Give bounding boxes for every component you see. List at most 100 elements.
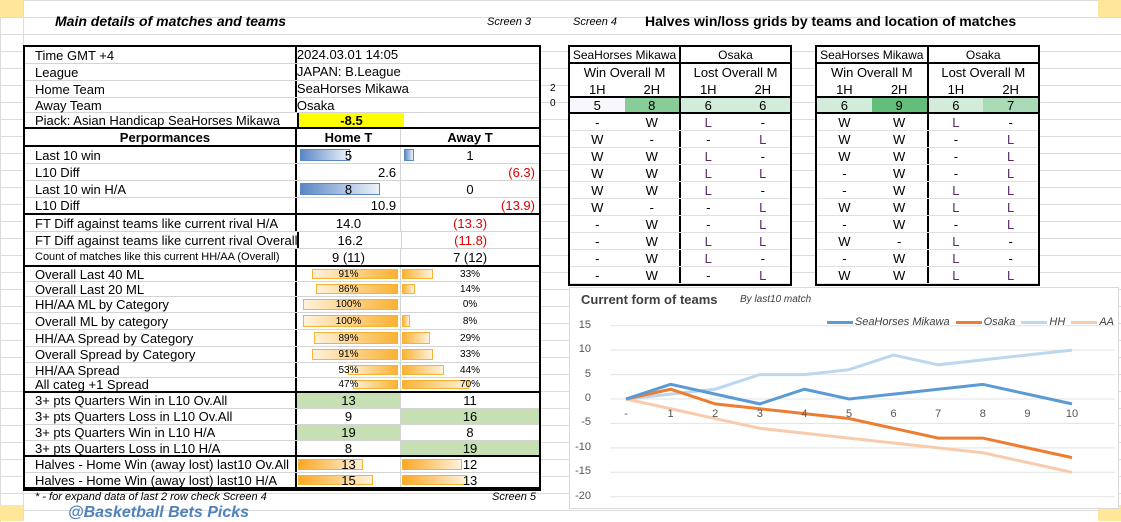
half-result: L xyxy=(1007,149,1015,164)
match-row: -W-L xyxy=(570,267,790,284)
half-result: W xyxy=(872,182,929,198)
half-result: L xyxy=(952,251,960,266)
selected-cell[interactable] xyxy=(0,0,23,17)
percent-bar xyxy=(402,315,410,327)
info-value[interactable]: SeaHorses Mikawa xyxy=(296,81,409,96)
home-value-cell: 86% xyxy=(297,282,402,296)
match-row: W--L xyxy=(570,199,790,216)
half-result: - xyxy=(1008,251,1013,266)
away-value: 29% xyxy=(460,332,481,344)
half-result: - xyxy=(625,199,681,215)
legend-swatch xyxy=(826,320,853,324)
table-row: 3+ pts Quarters Win in L10 H/A 19 8 xyxy=(25,425,539,441)
away-value: (11.8) xyxy=(454,232,488,248)
percent-bar xyxy=(402,365,444,375)
win-count-bar xyxy=(299,149,350,161)
table-row: Overall Last 20 ML 86% 14% xyxy=(25,282,539,297)
legend-swatch xyxy=(1021,320,1048,324)
half-result: W xyxy=(625,250,681,266)
halves-grid-location: SeaHorses Mikawa Osaka Win Overall M Lost O… xyxy=(815,45,1040,286)
lost-overall-header: Lost Overall M xyxy=(941,65,1026,80)
y-tick-label: 5 xyxy=(584,367,591,380)
info-label: Time GMT +4 xyxy=(25,47,297,63)
table-row: FT Diff against teams like current rival… xyxy=(25,232,539,249)
percent-bar xyxy=(313,332,399,344)
home-value-cell: 91% xyxy=(297,347,402,362)
row-label: 3+ pts Quarters Loss in L10 Ov.All xyxy=(25,409,297,424)
away-value: 16 xyxy=(462,409,478,424)
info-value[interactable]: Osaka xyxy=(296,98,335,113)
table-row: Last 10 win 5 1 xyxy=(25,147,539,164)
half-result: - xyxy=(706,268,711,283)
info-value[interactable]: JAPAN: B.League xyxy=(296,64,401,79)
x-tick-label: 5 xyxy=(845,408,853,420)
away-value: (13.3) xyxy=(453,215,488,231)
away-value: 0% xyxy=(462,299,478,310)
half-result: L xyxy=(1007,268,1015,283)
percent-bar xyxy=(402,475,468,485)
halves-grid-overall: SeaHorses Mikawa Osaka Win Overall M Lost O… xyxy=(568,45,792,286)
half-result: W xyxy=(872,114,929,130)
row-label: Halves - Home Win (away lost) last10 H/A xyxy=(25,473,297,488)
row-label: FT Diff against teams like current rival… xyxy=(25,232,299,248)
table-row: Last 10 win H/A 8 0 xyxy=(25,181,539,198)
win-overall-header: Win Overall M xyxy=(817,64,929,81)
info-label: Home Team xyxy=(25,81,297,97)
half-result: L xyxy=(759,200,767,215)
legend-label: HH xyxy=(1049,316,1066,328)
percent-bar xyxy=(311,349,399,360)
row-label: 3+ pts Quarters Win in L10 H/A xyxy=(25,425,297,440)
away-value-cell: 0 xyxy=(401,181,539,197)
info-label: Away Team xyxy=(25,98,297,113)
half-total: 6 xyxy=(681,98,736,113)
half-result: - xyxy=(842,217,847,232)
away-value-cell: 7 (12) xyxy=(401,249,539,265)
x-tick-label: 8 xyxy=(979,408,986,420)
legend-swatch xyxy=(955,320,982,324)
away-value: 11 xyxy=(463,393,477,408)
chart-plot xyxy=(610,325,1115,498)
half-header: 2H xyxy=(625,81,681,97)
percent-bar xyxy=(402,380,469,389)
table-row: Piack: Asian Handicap SeaHorses Mikawa -8… xyxy=(25,113,539,129)
home-value: 9 xyxy=(344,409,353,424)
home-value: 14.0 xyxy=(335,215,362,231)
row-label: L10 Diff xyxy=(25,198,297,213)
half-result: L xyxy=(1007,217,1015,232)
team-header-row: SeaHorses Mikawa Osaka xyxy=(817,47,1038,64)
half-header: 1H xyxy=(588,82,606,97)
cell-highlight xyxy=(0,505,23,521)
table-row: L10 Diff 10.9 (13.9) xyxy=(25,198,539,215)
away-value-cell: 29% xyxy=(401,330,539,346)
home-value: 8 xyxy=(344,440,353,456)
row-label: Overall Last 40 ML xyxy=(25,267,297,282)
home-value: 100% xyxy=(335,299,362,310)
half-result: L xyxy=(704,183,712,198)
info-value[interactable]: 2024.03.01 14:05 xyxy=(296,47,399,62)
table-row: FT Diff against teams like current rival… xyxy=(25,215,539,232)
row-label: L10 Diff xyxy=(25,164,297,180)
half-header: 2H xyxy=(1002,82,1019,97)
half-header: 2H xyxy=(872,81,929,97)
row-label: Overall Spread by Category xyxy=(25,347,297,362)
half-total: 7 xyxy=(983,98,1038,113)
away-value: 0 xyxy=(466,181,474,197)
half-result: L xyxy=(704,234,712,249)
halves-grid-title: Halves win/loss grids by teams and locat… xyxy=(645,13,1017,29)
half-result: L xyxy=(759,166,767,181)
home-value-cell: 100% xyxy=(297,297,402,312)
away-value: 70% xyxy=(460,379,481,390)
half-result: - xyxy=(872,233,929,249)
away-value-cell: 11 xyxy=(401,393,539,408)
match-row: W--L xyxy=(570,131,790,148)
half-result: - xyxy=(595,251,600,266)
away-value-cell: (11.8) xyxy=(402,232,539,248)
half-result: W xyxy=(872,131,929,147)
info-value[interactable]: -8.5 xyxy=(299,113,404,128)
half-result: - xyxy=(953,217,959,232)
away-value-cell: 33% xyxy=(401,347,539,362)
cell-highlight xyxy=(1098,0,1121,17)
home-value: 91% xyxy=(338,268,359,280)
